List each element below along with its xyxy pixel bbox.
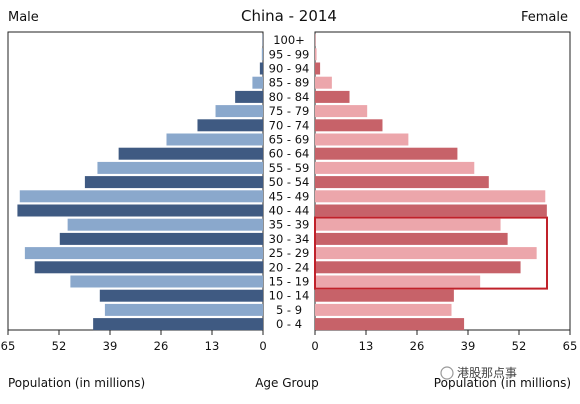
age-group-label: 80 - 84 — [269, 90, 310, 104]
age-group-label: 0 - 4 — [276, 317, 302, 331]
male-bar-5-9 — [104, 303, 264, 316]
age-group-label: 20 - 24 — [269, 260, 310, 274]
x-tick-label: 65 — [563, 339, 578, 353]
x-tick-label: 65 — [1, 339, 16, 353]
male-bar-25-29 — [24, 247, 264, 260]
age-group-label: 45 - 49 — [269, 189, 310, 203]
x-tick-label: 39 — [461, 339, 476, 353]
male-bar-70-74 — [197, 119, 263, 132]
right-header-label: Female — [521, 10, 568, 25]
chart-title: China - 2014 — [241, 7, 337, 25]
highlight-box — [314, 216, 548, 290]
age-group-label: 60 - 64 — [269, 147, 310, 161]
male-bar-95-99 — [261, 48, 263, 61]
age-group-label: 35 - 39 — [269, 218, 310, 232]
female-bar-15-19 — [315, 275, 481, 288]
female-bar-20-24 — [315, 261, 521, 274]
male-bar-55-59 — [97, 161, 263, 174]
age-group-label: 30 - 34 — [269, 232, 310, 246]
age-group-label: 75 - 79 — [269, 104, 310, 118]
male-bar-20-24 — [34, 261, 264, 274]
male-bar-80-84 — [235, 90, 263, 103]
female-bar-35-39 — [315, 218, 501, 231]
x-tick-label: 13 — [359, 339, 374, 353]
male-bar-65-69 — [166, 133, 263, 146]
age-group-label: 100+ — [273, 33, 305, 47]
male-bar-90-94 — [259, 62, 263, 75]
male-bar-30-34 — [59, 232, 263, 245]
age-group-label: 40 - 44 — [269, 204, 310, 218]
x-axis-label-right: Population (in millions) — [434, 376, 571, 390]
male-bar-0-4 — [93, 318, 263, 331]
male-bar-15-19 — [70, 275, 263, 288]
x-tick-label: 26 — [154, 339, 169, 353]
female-bar-95-99 — [315, 48, 317, 61]
x-tick-label: 0 — [259, 339, 266, 353]
female-bar-85-89 — [315, 76, 332, 89]
age-group-label: 10 - 14 — [269, 289, 310, 303]
female-bar-75-79 — [315, 105, 368, 118]
x-tick-label: 26 — [410, 339, 425, 353]
female-bar-60-64 — [315, 147, 458, 160]
female-bar-65-69 — [315, 133, 409, 146]
age-group-label: 15 - 19 — [269, 275, 310, 289]
x-tick-label: 0 — [311, 339, 318, 353]
age-group-label: 65 - 69 — [269, 133, 310, 147]
male-bar-35-39 — [67, 218, 263, 231]
age-group-label: 50 - 54 — [269, 175, 310, 189]
age-group-label: 5 - 9 — [276, 303, 302, 317]
center-axis-label: Age Group — [255, 376, 319, 390]
watermark-icon — [440, 366, 454, 380]
female-bar-0-4 — [315, 318, 465, 331]
male-bar-10-14 — [99, 289, 263, 302]
female-bar-50-54 — [315, 176, 489, 189]
male-bar-85-89 — [252, 76, 263, 89]
x-axis-label-left: Population (in millions) — [8, 376, 145, 390]
x-tick-label: 52 — [512, 339, 527, 353]
female-bar-70-74 — [315, 119, 383, 132]
female-bar-30-34 — [315, 232, 508, 245]
male-bar-40-44 — [17, 204, 264, 217]
age-group-label: 90 - 94 — [269, 62, 310, 76]
x-tick-label: 13 — [205, 339, 220, 353]
female-bar-25-29 — [315, 247, 537, 260]
age-group-label: 55 - 59 — [269, 161, 310, 175]
female-bar-5-9 — [315, 303, 452, 316]
female-bar-90-94 — [315, 62, 321, 75]
female-bar-55-59 — [315, 161, 475, 174]
female-bar-45-49 — [315, 190, 546, 203]
x-tick-label: 39 — [103, 339, 118, 353]
female-bar-10-14 — [315, 289, 454, 302]
male-bar-45-49 — [19, 190, 263, 203]
watermark-text: 港股那点事 — [457, 366, 517, 380]
male-bar-75-79 — [215, 105, 263, 118]
left-header-label: Male — [8, 10, 39, 25]
age-group-label: 85 - 89 — [269, 76, 310, 90]
female-bar-80-84 — [315, 90, 350, 103]
male-bar-50-54 — [84, 176, 263, 189]
age-group-label: 25 - 29 — [269, 246, 310, 260]
x-tick-label: 52 — [52, 339, 67, 353]
female-bar-40-44 — [315, 204, 547, 217]
male-bar-60-64 — [118, 147, 263, 160]
age-group-label: 95 - 99 — [269, 47, 310, 61]
age-group-label: 70 - 74 — [269, 118, 310, 132]
watermark: 港股那点事 — [440, 366, 517, 380]
